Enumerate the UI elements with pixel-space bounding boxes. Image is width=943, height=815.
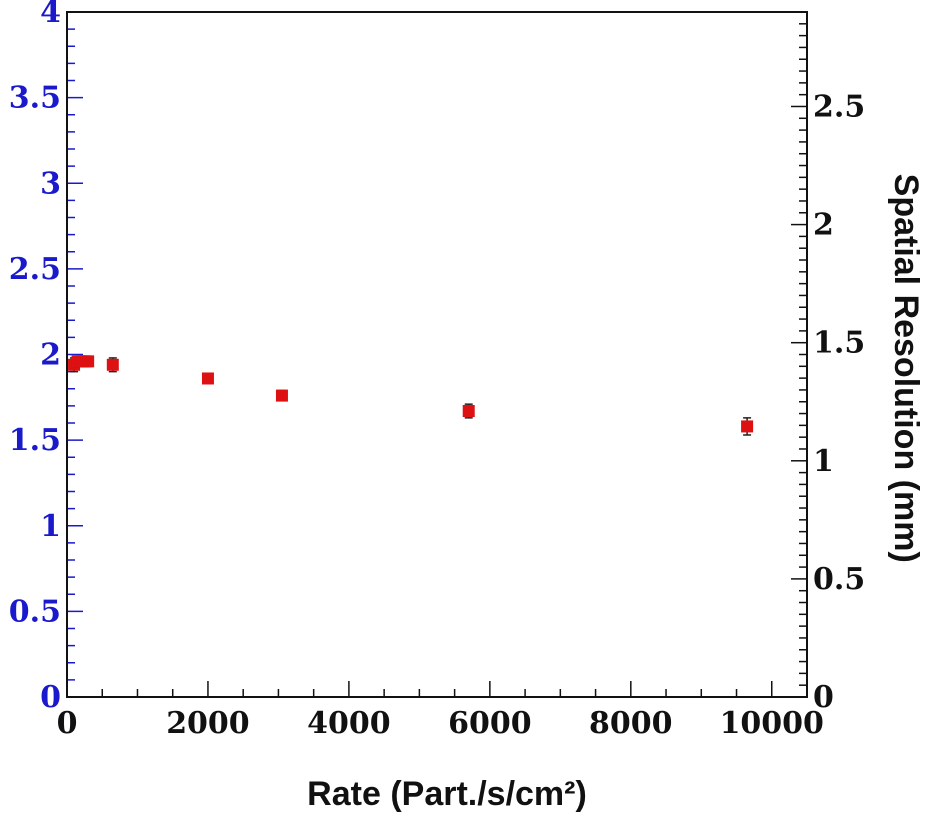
x-tick-label: 8000 [589,706,673,741]
y-right-tick-label: 1.5 [813,326,865,361]
y-right-axis-title: Spatial Resolution (mm) [887,174,925,563]
data-point [462,405,475,418]
tick-marks [66,11,808,698]
data-points [68,355,754,436]
x-tick-label: 0 [57,706,78,741]
y-left-tick-label: 1 [40,509,61,544]
y-right-tick-label: 1 [813,444,834,479]
y-right-tick-label: 2.5 [813,89,865,124]
y-right-tick-label: 0.5 [813,562,865,597]
y-right-tick-label: 2 [813,208,834,243]
plot-frame [66,11,808,698]
x-axis-title: Rate (Part./s/cm²) [307,775,587,813]
y-right-tick-label: 0 [813,680,834,715]
y-left-tick-label: 2.5 [9,252,61,287]
x-tick-label: 6000 [448,706,532,741]
y-left-tick-label: 4 [40,0,61,30]
data-point [741,420,754,433]
y-left-tick-label: 2 [40,338,61,373]
data-point [106,358,119,371]
x-tick-label: 4000 [307,706,391,741]
data-point [275,389,288,402]
data-point [82,355,95,368]
y-left-tick-label: 3.5 [9,81,61,116]
x-tick-label: 10000 [720,706,824,741]
data-point [201,372,214,385]
y-left-tick-label: 0.5 [9,594,61,629]
y-left-tick-label: 1.5 [9,423,61,458]
y-left-tick-label: 3 [40,166,61,201]
y-left-tick-label: 0 [40,680,61,715]
tick-labels: 0 0.5 1 1.5 2 2.5 3 3.5 4 0 0.5 1 1.5 2 2.5 0 2000 4000 60… [9,0,865,741]
x-tick-label: 2000 [166,706,250,741]
